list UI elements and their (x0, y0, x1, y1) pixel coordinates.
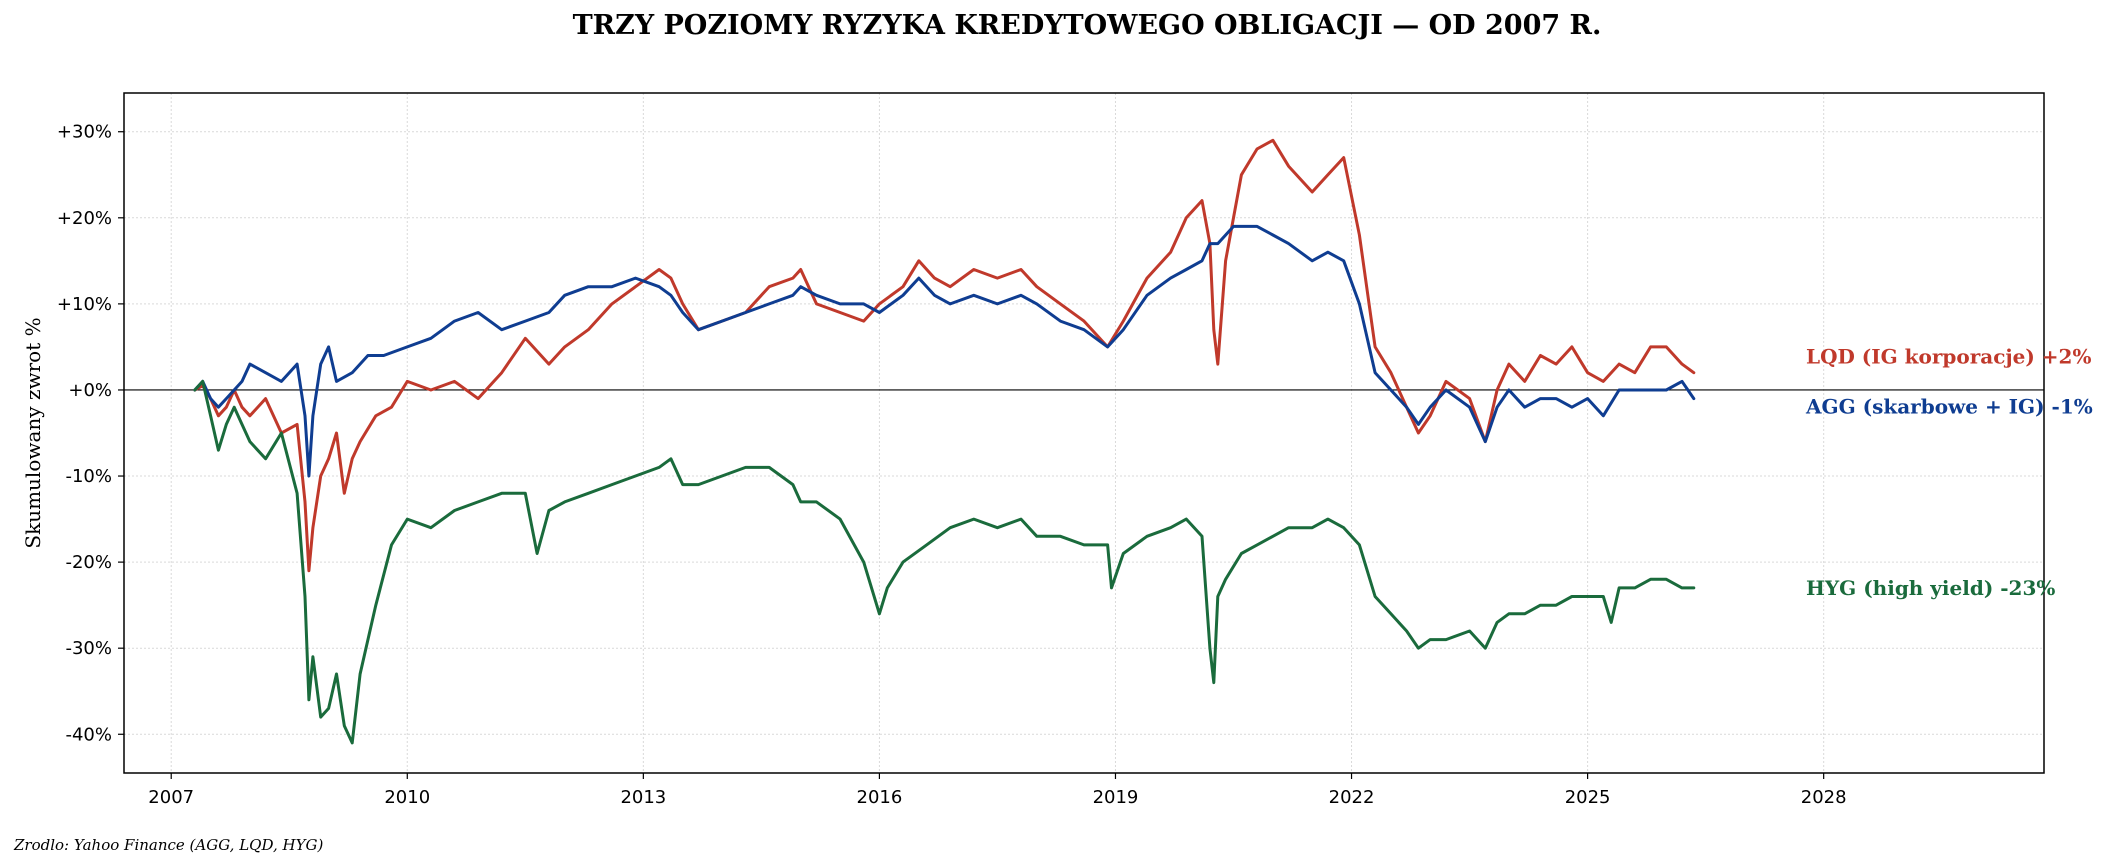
y-tick-label: -40% (65, 724, 112, 745)
series-line-lqd (193, 138, 1696, 573)
series-label-lqd: LQD (IG korporacje) +2% (1806, 345, 2091, 369)
x-tick-label: 2022 (1329, 787, 1375, 808)
x-tick-label: 2013 (620, 787, 666, 808)
chart-title: TRZY POZIOMY RYZYKA KREDYTOWEGO OBLIGACJ… (573, 10, 1602, 41)
y-tick-label: +10% (57, 294, 112, 315)
series-line-agg (193, 224, 1696, 478)
y-tick-label: -30% (65, 638, 112, 659)
y-axis-ticks: +30% +20% +10% +0% -10% -20% -30% -40% (57, 122, 124, 745)
series-line-hyg (193, 379, 1696, 745)
series-label-hyg: HYG (high yield) -23% (1806, 576, 2055, 600)
x-axis-ticks: 2007 2010 2013 2016 2019 2022 2025 2028 (148, 773, 1847, 808)
x-tick-label: 2019 (1093, 787, 1139, 808)
x-tick-label: 2028 (1801, 787, 1847, 808)
plot-area (124, 93, 2044, 773)
y-tick-label: -10% (65, 466, 112, 487)
plot-frame (123, 92, 2045, 774)
x-tick-label: 2007 (148, 787, 194, 808)
series-end-labels: LQD (IG korporacje) +2% AGG (skarbowe + I… (1805, 345, 2093, 600)
series-label-agg: AGG (skarbowe + IG) -1% (1805, 395, 2093, 419)
source-note: Zrodlo: Yahoo Finance (AGG, LQD, HYG) (13, 836, 323, 854)
grid-lines (124, 93, 2044, 773)
y-tick-label: -20% (65, 552, 112, 573)
x-tick-label: 2016 (857, 787, 903, 808)
y-tick-label: +20% (57, 208, 112, 229)
x-tick-label: 2010 (384, 787, 430, 808)
y-axis-label: Skumulowany zwrot % (21, 317, 45, 548)
x-tick-label: 2025 (1565, 787, 1611, 808)
y-tick-label: +30% (57, 122, 112, 143)
series-lines (193, 138, 1696, 745)
y-tick-label: +0% (68, 380, 112, 401)
